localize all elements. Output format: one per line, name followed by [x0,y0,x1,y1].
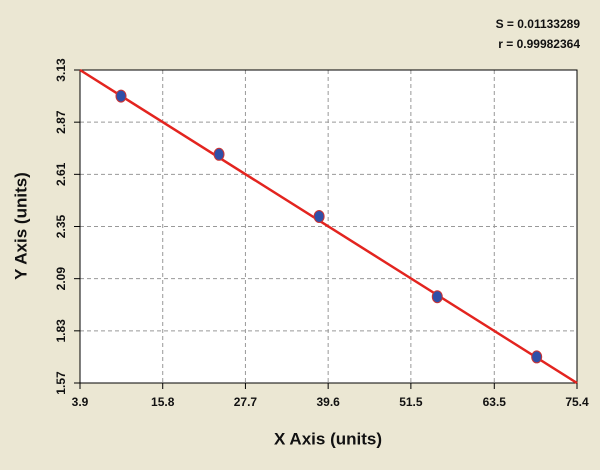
y-axis-label: Y Axis (units) [11,172,30,280]
annotation: r = 0.99982364 [498,37,580,51]
y-tick-label: 2.61 [54,162,68,186]
data-point [431,290,443,304]
data-point [531,350,543,364]
x-tick-label: 51.5 [399,395,423,409]
y-tick-label: 1.57 [54,371,68,395]
data-point [313,209,325,223]
x-tick-label: 27.7 [234,395,258,409]
plot-border [79,69,578,384]
fit-line [79,68,578,385]
data-point [115,89,127,103]
y-tick-label: 2.35 [54,214,68,238]
x-tick-label: 15.8 [151,395,175,409]
x-tick-label: 75.4 [565,395,589,409]
x-tick-label: 63.5 [483,395,507,409]
x-tick-label: 3.9 [72,395,89,409]
y-tick-label: 2.09 [54,267,68,291]
data-point [213,147,225,161]
x-axis-label: X Axis (units) [274,429,382,448]
x-tick-label: 39.6 [316,395,340,409]
y-tick-label: 3.13 [54,58,68,82]
y-tick-label: 1.83 [54,319,68,343]
y-tick-label: 2.87 [54,110,68,134]
annotation: S = 0.01133289 [496,17,581,31]
